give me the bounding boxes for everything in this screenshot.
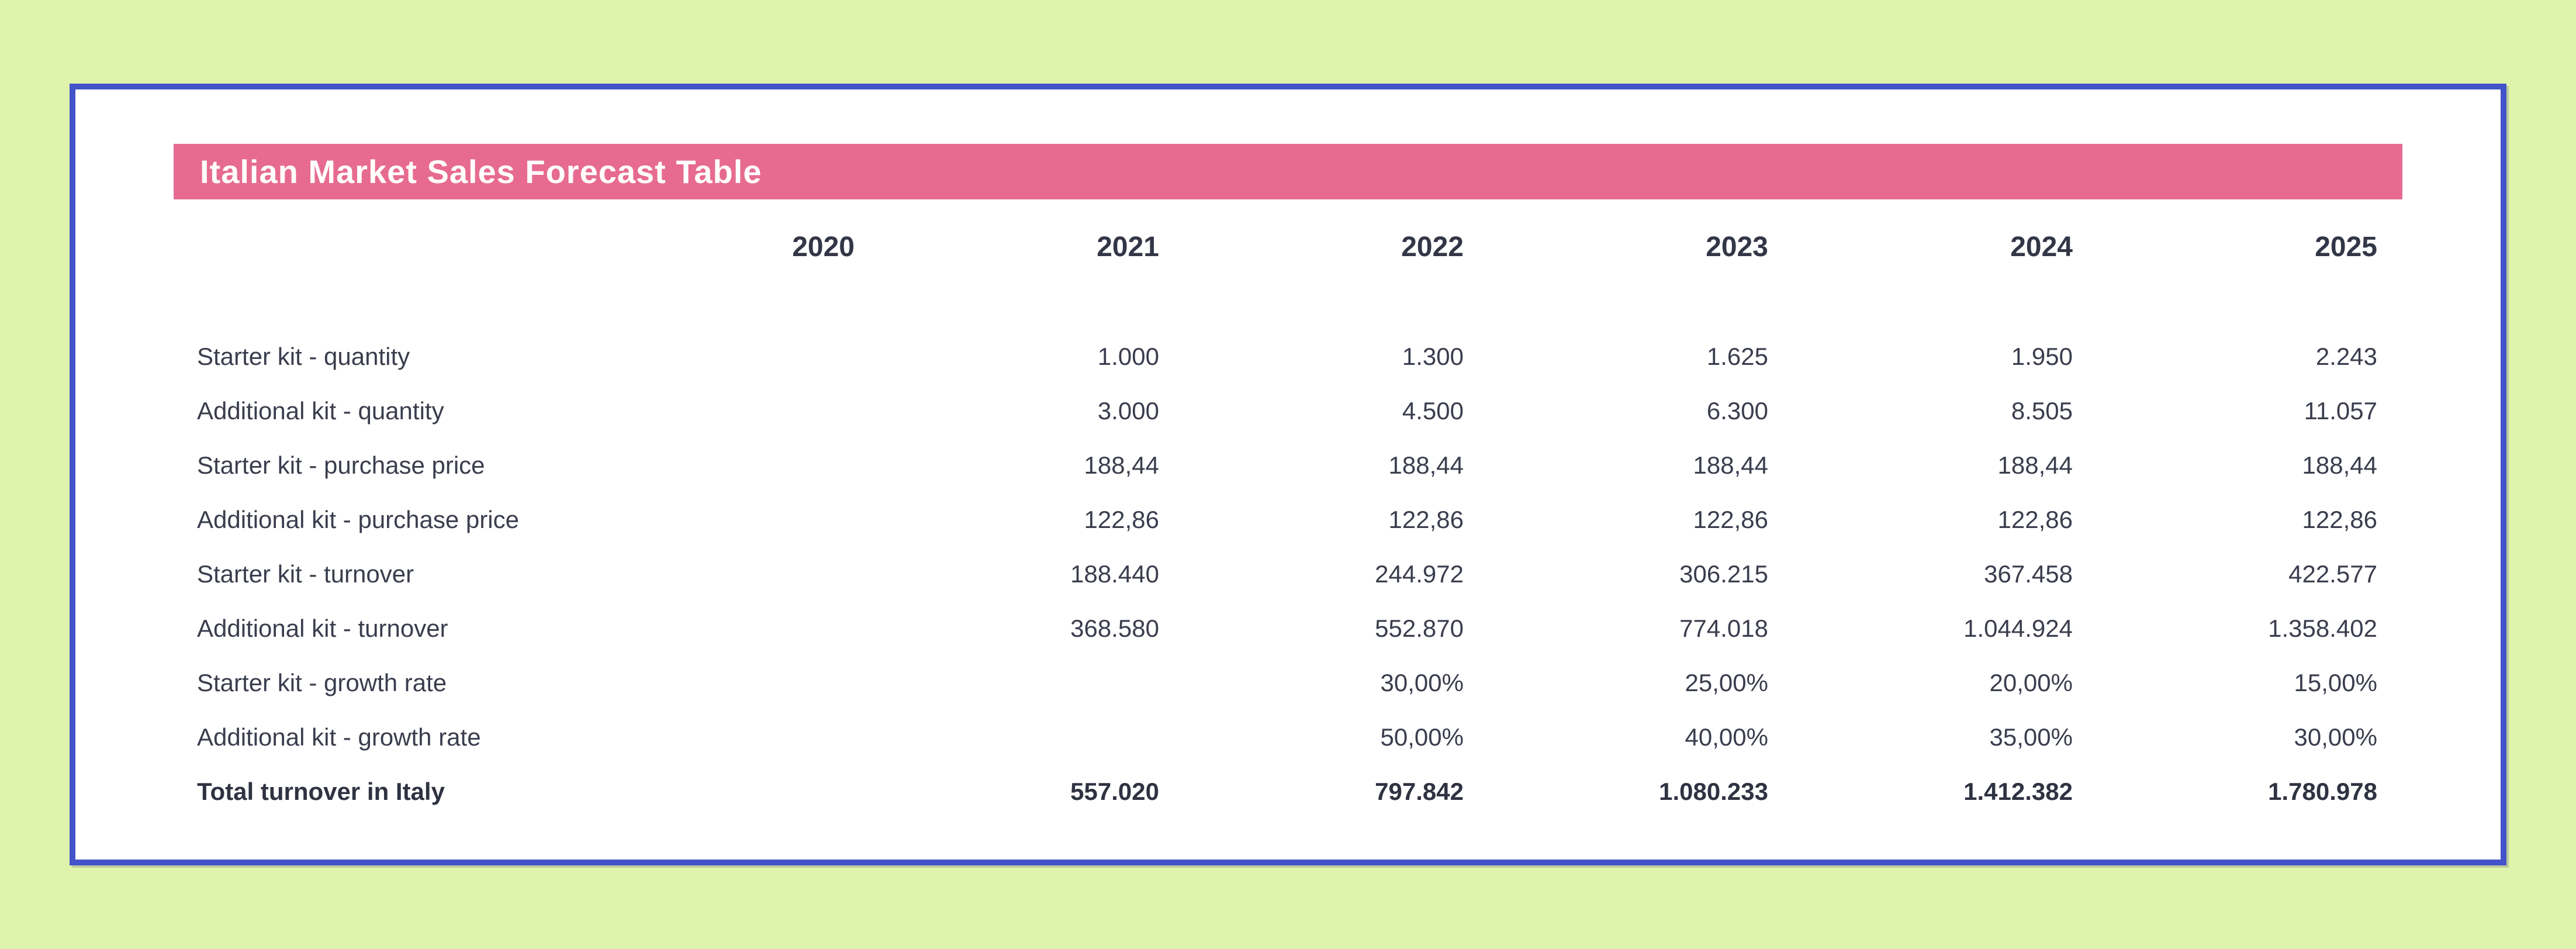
cell-value: 1.950 (2011, 342, 2073, 370)
table-row: Additional kit - turnover 368.580 552.87… (174, 601, 2402, 655)
table-row: Additional kit - purchase price 122,86 1… (174, 492, 2402, 547)
year-header-2020: 2020 (792, 231, 855, 263)
cell-value: 4.500 (1402, 396, 1464, 425)
cell-value: 1.080.233 (1659, 777, 1768, 805)
cell-value: 797.842 (1375, 777, 1464, 805)
cell-value: 30,00% (1380, 668, 1464, 696)
cell-value: 306.215 (1679, 560, 1768, 588)
title-bar: Italian Market Sales Forecast Table (174, 144, 2402, 199)
cell-value: 1.625 (1706, 342, 1768, 370)
cell-value: 244.972 (1375, 560, 1464, 588)
cell-value: 1.300 (1402, 342, 1464, 370)
cell-value: 367.458 (1984, 560, 2073, 588)
table-body: Starter kit - quantity 1.000 1.300 1.625… (174, 329, 2402, 819)
cell-value: 557.020 (1070, 777, 1159, 805)
cell-value: 1.412.382 (1963, 777, 2073, 805)
cell-value: 1.780.978 (2268, 777, 2377, 805)
row-label: Starter kit - purchase price (197, 451, 485, 479)
cell-value: 188,44 (1388, 451, 1464, 479)
year-header-2024: 2024 (2010, 231, 2073, 263)
cell-value: 40,00% (1685, 723, 1768, 751)
table-row: Starter kit - growth rate 30,00% 25,00% … (174, 655, 2402, 710)
row-label: Additional kit - growth rate (197, 723, 481, 751)
cell-value: 35,00% (1989, 723, 2073, 751)
year-header-2025: 2025 (2315, 231, 2377, 263)
row-label: Additional kit - quantity (197, 396, 444, 425)
cell-value: 774.018 (1679, 614, 1768, 642)
cell-value: 122,86 (1084, 505, 1159, 533)
cell-value: 188,44 (1997, 451, 2073, 479)
row-label: Starter kit - growth rate (197, 668, 447, 696)
cell-value: 188,44 (1693, 451, 1768, 479)
cell-value: 188,44 (2302, 451, 2377, 479)
cell-value: 188.440 (1070, 560, 1159, 588)
row-label: Total turnover in Italy (197, 777, 445, 805)
cell-value: 552.870 (1375, 614, 1464, 642)
row-label: Additional kit - purchase price (197, 505, 519, 533)
cell-value: 1.000 (1097, 342, 1159, 370)
years-header-row: 2020 2021 2022 2023 2024 2025 (174, 231, 2402, 263)
forecast-card: Italian Market Sales Forecast Table 2020… (70, 84, 2506, 865)
table-row: Additional kit - quantity 3.000 4.500 6.… (174, 384, 2402, 438)
cell-value: 3.000 (1097, 396, 1159, 425)
table-row: Starter kit - turnover 188.440 244.972 3… (174, 547, 2402, 601)
cell-value: 1.044.924 (1963, 614, 2073, 642)
year-header-2021: 2021 (1097, 231, 1159, 263)
cell-value: 8.505 (2011, 396, 2073, 425)
table-row: Starter kit - purchase price 188,44 188,… (174, 438, 2402, 492)
cell-value: 122,86 (1997, 505, 2073, 533)
row-label: Starter kit - turnover (197, 560, 414, 588)
cell-value: 15,00% (2294, 668, 2377, 696)
cell-value: 188,44 (1084, 451, 1159, 479)
cell-value: 122,86 (1693, 505, 1768, 533)
cell-value: 11.057 (2304, 396, 2377, 425)
forecast-table: 2020 2021 2022 2023 2024 2025 Starter ki… (174, 232, 2402, 819)
table-row: Additional kit - growth rate 50,00% 40,0… (174, 710, 2402, 764)
cell-value: 2.243 (2315, 342, 2377, 370)
table-row: Starter kit - quantity 1.000 1.300 1.625… (174, 329, 2402, 384)
cell-value: 1.358.402 (2268, 614, 2377, 642)
row-label: Starter kit - quantity (197, 342, 410, 370)
year-header-2022: 2022 (1401, 231, 1464, 263)
cell-value: 122,86 (2302, 505, 2377, 533)
row-label: Additional kit - turnover (197, 614, 448, 642)
table-title: Italian Market Sales Forecast Table (200, 153, 762, 190)
cell-value: 50,00% (1380, 723, 1464, 751)
cell-value: 20,00% (1989, 668, 2073, 696)
cell-value: 6.300 (1706, 396, 1768, 425)
cell-value: 30,00% (2294, 723, 2377, 751)
cell-value: 422.577 (2288, 560, 2377, 588)
cell-value: 122,86 (1388, 505, 1464, 533)
table-row-total: Total turnover in Italy 557.020 797.842 … (174, 764, 2402, 819)
year-header-2023: 2023 (1706, 231, 1768, 263)
cell-value: 25,00% (1685, 668, 1768, 696)
cell-value: 368.580 (1070, 614, 1159, 642)
